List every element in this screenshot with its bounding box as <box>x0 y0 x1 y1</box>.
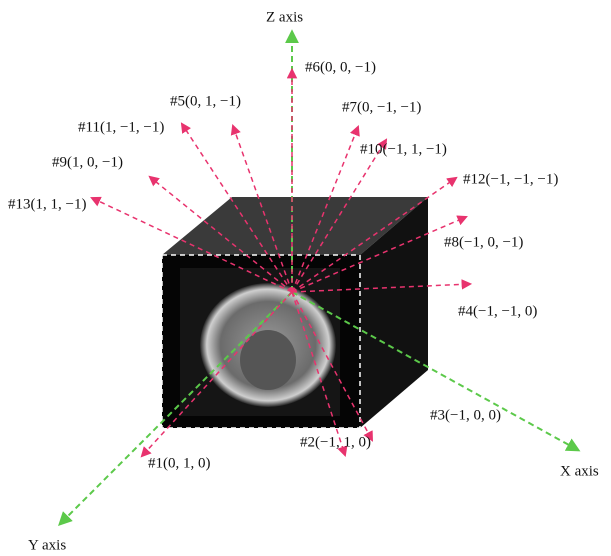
direction-label: #9(1, 0, −1) <box>52 154 123 170</box>
cube <box>162 197 428 428</box>
axis-label: Y axis <box>28 537 66 553</box>
direction-label: #2(−1, 1, 0) <box>300 434 371 450</box>
diagram: Z axis X axis Y axis #1(0, 1, 0) #2(−1, … <box>0 0 611 556</box>
direction-label: #13(1, 1, −1) <box>8 196 86 212</box>
direction-label: #5(0, 1, −1) <box>170 93 241 109</box>
direction-label: #7(0, −1, −1) <box>342 99 421 115</box>
axis-label: X axis <box>560 463 599 479</box>
direction-label: #6(0, 0, −1) <box>305 59 376 75</box>
direction-label: #12(−1, −1, −1) <box>463 171 558 187</box>
direction-label: #3(−1, 0, 0) <box>430 407 501 423</box>
axis-label: Z axis <box>266 9 303 25</box>
direction-label: #11(1, −1, −1) <box>78 119 164 135</box>
direction-label: #8(−1, 0, −1) <box>444 234 523 250</box>
direction-label: #4(−1, −1, 0) <box>458 303 537 319</box>
direction-label: #1(0, 1, 0) <box>148 455 211 471</box>
direction-label: #10(−1, 1, −1) <box>360 141 447 157</box>
